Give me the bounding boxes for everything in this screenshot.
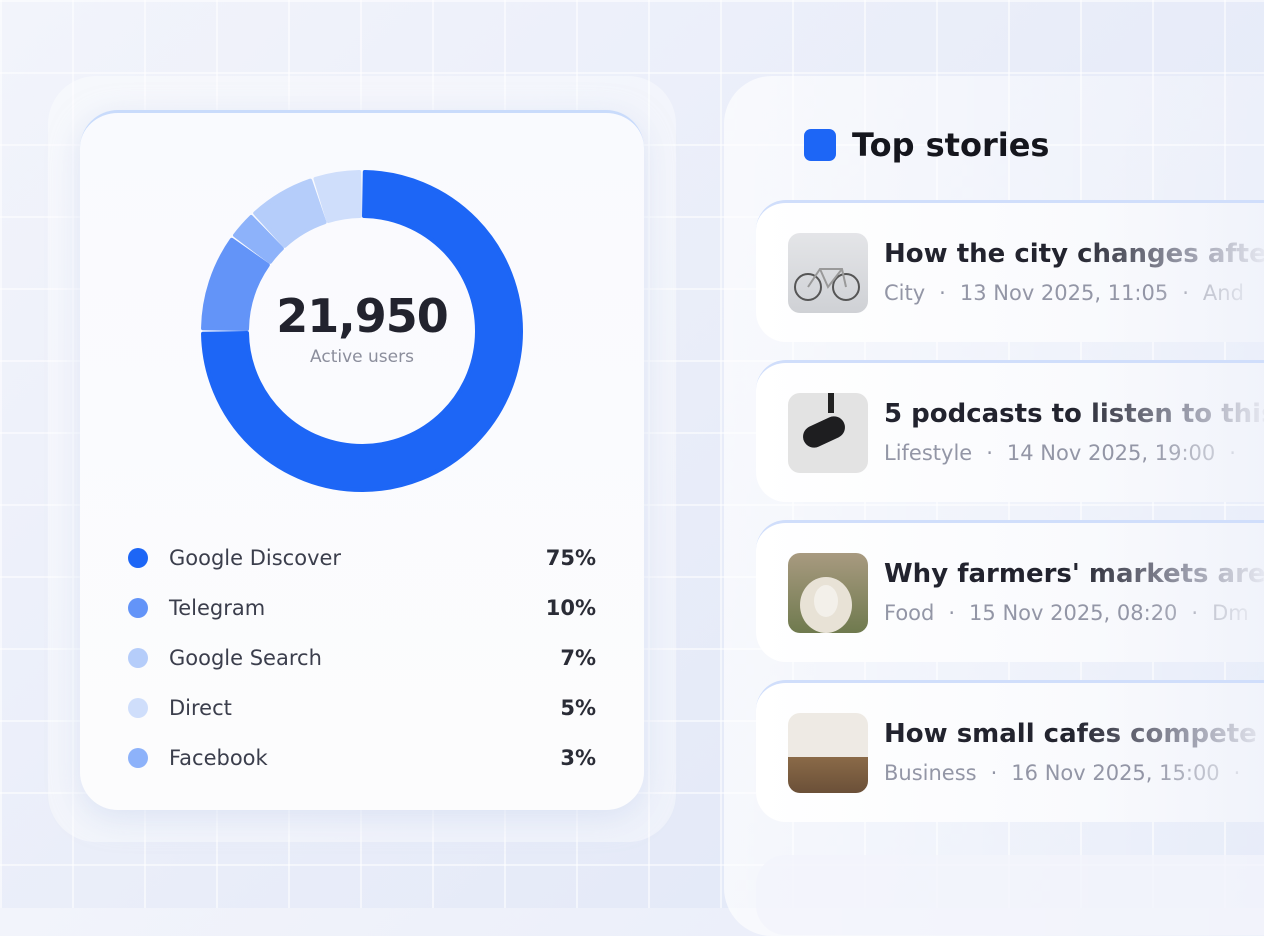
legend-value: 10% [545,596,596,620]
chart-legend: Google Discover 75% Telegram 10% Google Se… [128,533,596,783]
legend-dot [128,598,148,618]
story-date: 16 Nov 2025, 15:00 [1011,761,1220,785]
legend-dot [128,698,148,718]
legend-label: Google Search [169,646,322,670]
legend-dot [128,748,148,768]
legend-dot [128,548,148,568]
microphone-thumbnail [788,393,868,473]
legend-item: Telegram 10% [128,583,596,633]
story-meta: Business · 16 Nov 2025, 15:00 · [884,761,1241,785]
legend-item: Google Discover 75% [128,533,596,583]
donut-chart [201,170,523,492]
donut-segment-facebook [233,215,284,264]
donut-center: 21,950 Active users [80,289,644,367]
donut-segment-google-search [253,178,327,248]
story-card[interactable]: Why farmers' markets are Food · 15 Nov 202… [756,520,1264,662]
story-title: Why farmers' markets are [884,559,1264,589]
legend-value: 5% [560,696,596,720]
legend-label: Google Discover [169,546,342,570]
story-category: Lifestyle [884,441,973,465]
story-meta: Lifestyle · 14 Nov 2025, 19:00 · [884,441,1236,465]
top-stories-header: Top stories [804,126,1049,164]
story-author: Dm [1212,601,1249,625]
story-category: City [884,281,926,305]
legend-value: 75% [545,546,596,570]
active-users-value: 21,950 [276,289,449,343]
donut-segment-direct [313,170,362,224]
story-meta: Food · 15 Nov 2025, 08:20 · Dm [884,601,1249,625]
story-category: Business [884,761,977,785]
legend-item: Facebook 3% [128,733,596,783]
story-category: Food [884,601,935,625]
story-card-partial [756,855,1264,935]
legend-value: 7% [560,646,596,670]
donut-segment-telegram [201,237,270,331]
legend-dot [128,648,148,668]
legend-label: Telegram [169,596,266,620]
sheep-thumbnail [788,553,868,633]
legend-value: 3% [560,746,596,770]
story-author: And [1202,281,1244,305]
legend-label: Direct [169,696,232,720]
story-meta: City · 13 Nov 2025, 11:05 · And [884,281,1244,305]
story-title: 5 podcasts to listen to this [884,399,1264,429]
story-card[interactable]: 5 podcasts to listen to this Lifestyle · 1… [756,360,1264,502]
story-title: How the city changes afte [884,239,1264,269]
traffic-sources-card: 21,950 Active users Google Discover 75% T… [80,110,644,810]
active-users-label: Active users [310,347,414,367]
legend-item: Direct 5% [128,683,596,733]
bicycle-thumbnail [788,233,868,313]
story-title: How small cafes compete [884,719,1264,749]
legend-label: Facebook [169,746,268,770]
story-date: 14 Nov 2025, 19:00 [1006,441,1216,465]
story-date: 15 Nov 2025, 08:20 [969,601,1178,625]
story-card[interactable]: How the city changes afte City · 13 Nov 20… [756,200,1264,342]
cafe-thumbnail [788,713,868,793]
story-card[interactable]: How small cafes compete Business · 16 Nov … [756,680,1264,822]
legend-item: Google Search 7% [128,633,596,683]
square-icon [804,129,836,161]
top-stories-title: Top stories [852,126,1050,164]
donut-segment-google-discover [201,170,523,492]
story-date: 13 Nov 2025, 11:05 [959,281,1169,305]
